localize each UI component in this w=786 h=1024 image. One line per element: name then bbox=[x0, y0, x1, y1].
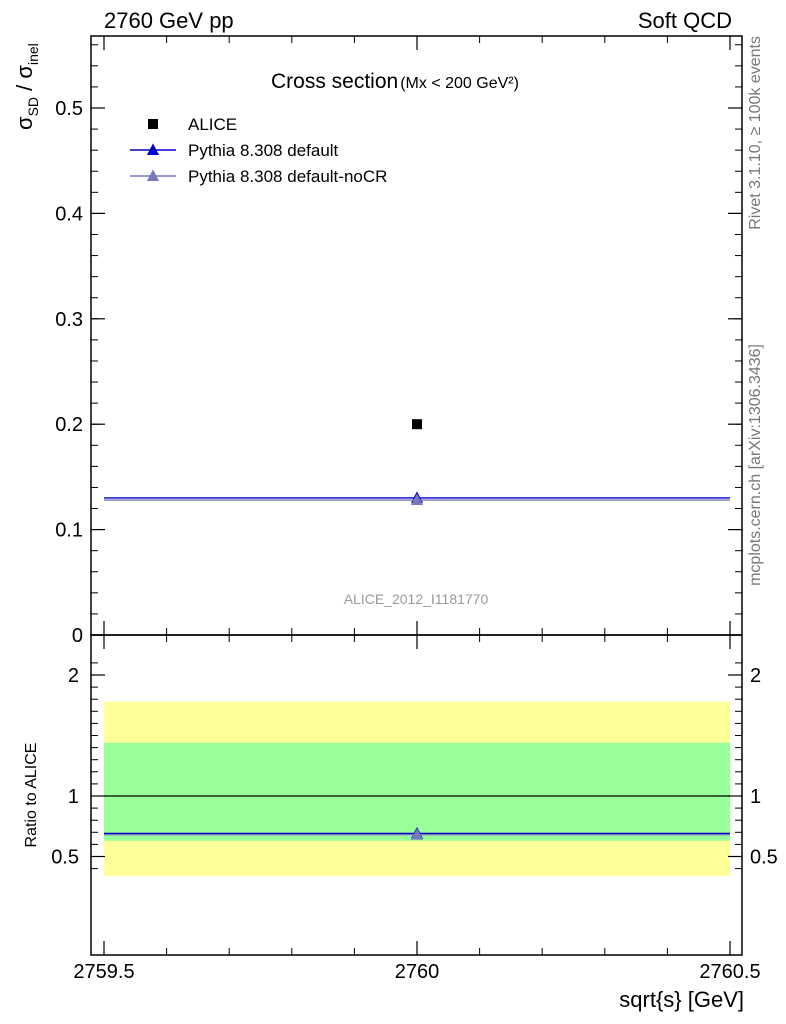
main-series-marker-2 bbox=[410, 493, 424, 506]
legend-label-1: Pythia 8.308 default bbox=[188, 141, 339, 160]
ylabel-slash: / σ bbox=[12, 65, 37, 97]
main-ytick-label: 0.1 bbox=[55, 520, 83, 542]
ratio-bands bbox=[104, 701, 730, 876]
ratio-ytick-label-left: 1 bbox=[68, 786, 79, 808]
main-ytick-label: 0 bbox=[72, 625, 83, 647]
ratio-ytick-label-right: 2 bbox=[750, 665, 761, 687]
header-left: 2760 GeV pp bbox=[104, 8, 234, 33]
ylabel-sigma-sd: σ bbox=[12, 116, 37, 130]
ratio-series-marker-1 bbox=[410, 828, 424, 840]
x-tick-label: 2760.5 bbox=[699, 961, 760, 983]
analysis-label: ALICE_2012_I1181770 bbox=[344, 591, 489, 607]
ratio-ytick-label-left: 2 bbox=[68, 665, 79, 687]
main-ytick-label: 0.2 bbox=[55, 414, 83, 436]
plot-title-suffix: (Mx < 200 GeV²) bbox=[400, 75, 519, 92]
ratio-ylabel: Ratio to ALICE bbox=[23, 743, 40, 848]
axes-layer: 0 0.1 0.2 0.3 0.4 0.5 2759.5 2760 2760.5 0.5 0.5 1 1… bbox=[51, 35, 778, 983]
ratio-ytick-label-right: 0.5 bbox=[750, 847, 778, 869]
legend-label-0: ALICE bbox=[188, 115, 237, 134]
x-tick-label: 2759.5 bbox=[73, 961, 134, 983]
legend-label-2: Pythia 8.308 default-noCR bbox=[188, 167, 387, 186]
ratio-ytick-label-right: 1 bbox=[750, 786, 761, 808]
svg-text:σSD / σinel: σSD / σinel bbox=[12, 43, 41, 130]
legend: ALICE Pythia 8.308 default Pythia 8.308 de… bbox=[130, 115, 387, 186]
alice-point bbox=[412, 419, 422, 430]
ylabel-inel-sub: inel bbox=[25, 43, 41, 65]
legend-marker-alice bbox=[148, 119, 158, 129]
plot-title-main: Cross section bbox=[271, 70, 398, 93]
data-marks bbox=[104, 419, 730, 840]
legend-marker-2 bbox=[146, 169, 160, 181]
x-tick-label: 2760 bbox=[395, 961, 440, 983]
main-ytick-label: 0.4 bbox=[55, 203, 83, 225]
ratio-band-1 bbox=[104, 742, 730, 841]
rivet-label: Rivet 3.1.10, ≥ 100k events bbox=[747, 36, 764, 230]
x-axis-label: sqrt{s} [GeV] bbox=[619, 987, 744, 1012]
main-ytick-label: 0.5 bbox=[55, 98, 83, 120]
main-ytick-label: 0.3 bbox=[55, 309, 83, 331]
main-ylabel: σSD / σinel bbox=[12, 43, 41, 130]
ratio-ytick-label-left: 0.5 bbox=[51, 847, 79, 869]
legend-marker-1 bbox=[146, 143, 160, 155]
header-right: Soft QCD bbox=[638, 8, 732, 33]
mcplots-label: mcplots.cern.ch [arXiv:1306.3436] bbox=[747, 344, 764, 586]
ylabel-sd-sub: SD bbox=[25, 97, 41, 116]
plot-title: Cross section bbox=[271, 70, 398, 93]
